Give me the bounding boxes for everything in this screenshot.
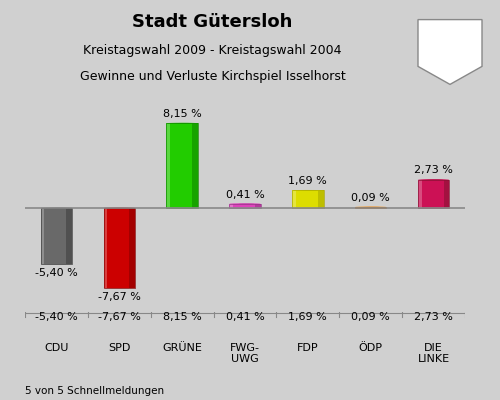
Bar xyxy=(255,204,260,208)
Ellipse shape xyxy=(302,190,318,191)
Bar xyxy=(381,207,386,208)
Ellipse shape xyxy=(418,179,450,180)
Text: 2,73 %: 2,73 % xyxy=(414,166,453,176)
Text: Stadt Gütersloh: Stadt Gütersloh xyxy=(132,13,292,31)
Bar xyxy=(166,123,170,208)
Bar xyxy=(418,180,450,208)
Bar xyxy=(166,123,198,208)
Text: FWG-
UWG: FWG- UWG xyxy=(230,342,260,364)
Text: 1,69 %: 1,69 % xyxy=(288,312,327,322)
Bar xyxy=(104,208,135,288)
Ellipse shape xyxy=(355,206,386,208)
Bar xyxy=(444,180,450,208)
Bar xyxy=(130,208,135,288)
Text: CDU: CDU xyxy=(44,342,68,353)
Bar xyxy=(292,190,296,208)
Bar xyxy=(40,208,72,264)
Text: 0,09 %: 0,09 % xyxy=(352,312,390,322)
Text: -7,67 %: -7,67 % xyxy=(98,292,140,302)
Ellipse shape xyxy=(292,190,324,191)
Text: -7,67 %: -7,67 % xyxy=(98,312,140,322)
Text: 0,09 %: 0,09 % xyxy=(352,193,390,203)
Bar xyxy=(355,207,386,208)
Bar xyxy=(230,204,233,208)
Bar xyxy=(418,180,422,208)
Text: Gewinne und Verluste Kirchspiel Isselhorst: Gewinne und Verluste Kirchspiel Isselhor… xyxy=(80,70,345,83)
Bar xyxy=(166,123,198,208)
Ellipse shape xyxy=(176,123,192,124)
Text: DIE
LINKE: DIE LINKE xyxy=(418,342,450,364)
Text: FDP: FDP xyxy=(297,342,318,353)
Bar xyxy=(104,208,135,288)
Bar xyxy=(66,208,72,264)
Text: -5,40 %: -5,40 % xyxy=(35,268,78,278)
Bar xyxy=(355,207,359,208)
Text: -5,40 %: -5,40 % xyxy=(35,312,78,322)
Text: 1,69 %: 1,69 % xyxy=(288,176,327,186)
Text: ÖDP: ÖDP xyxy=(358,342,382,353)
Text: 0,41 %: 0,41 % xyxy=(226,190,264,200)
Text: GRÜNE: GRÜNE xyxy=(162,342,202,353)
Bar xyxy=(318,190,324,208)
Text: 5 von 5 Schnellmeldungen: 5 von 5 Schnellmeldungen xyxy=(25,386,164,396)
Text: SPD: SPD xyxy=(108,342,130,353)
Bar xyxy=(292,190,324,208)
Bar xyxy=(418,180,450,208)
Bar xyxy=(104,208,108,288)
Bar xyxy=(230,204,260,208)
Text: 2,73 %: 2,73 % xyxy=(414,312,453,322)
Ellipse shape xyxy=(166,123,198,124)
Bar xyxy=(40,208,72,264)
Text: Kreistagswahl 2009 - Kreistagswahl 2004: Kreistagswahl 2009 - Kreistagswahl 2004 xyxy=(83,44,342,58)
Bar xyxy=(40,208,44,264)
Text: 8,15 %: 8,15 % xyxy=(163,312,202,322)
Text: 0,41 %: 0,41 % xyxy=(226,312,264,322)
Bar xyxy=(355,207,386,208)
Ellipse shape xyxy=(40,264,72,265)
Ellipse shape xyxy=(428,179,443,180)
Ellipse shape xyxy=(230,203,260,204)
Polygon shape xyxy=(418,20,482,84)
Bar xyxy=(230,204,260,208)
Bar xyxy=(292,190,324,208)
Text: 8,15 %: 8,15 % xyxy=(163,109,202,119)
Bar xyxy=(192,123,198,208)
Ellipse shape xyxy=(104,287,135,288)
